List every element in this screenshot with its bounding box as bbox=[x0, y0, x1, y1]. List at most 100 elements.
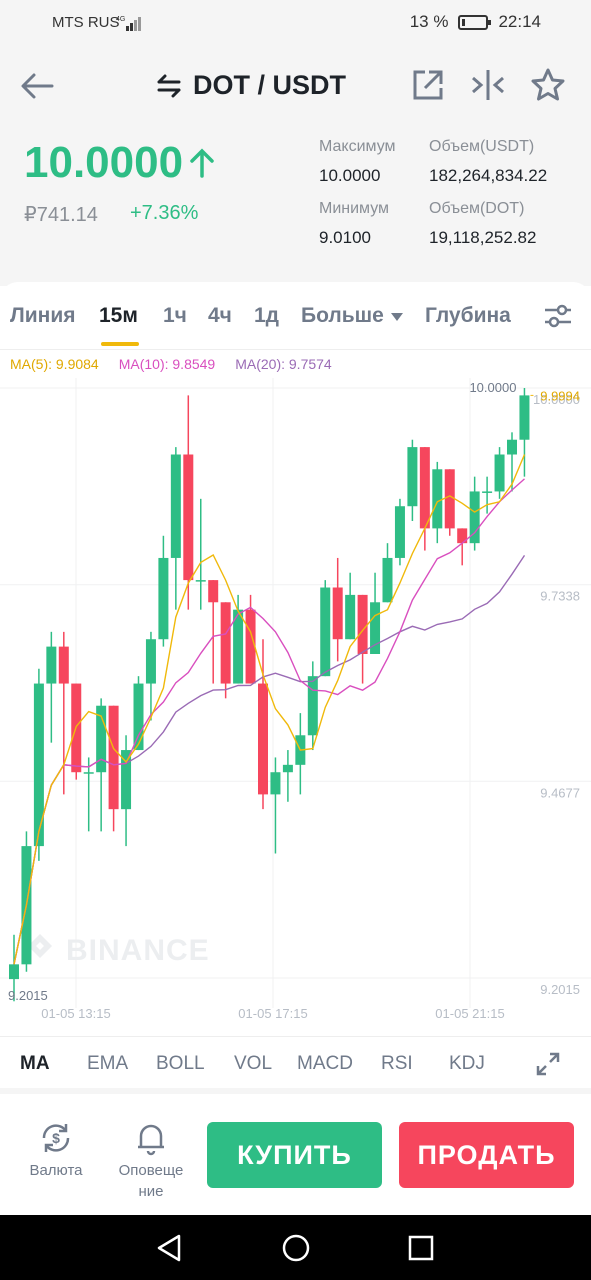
candle-body bbox=[519, 395, 530, 440]
carrier-name: MTS RUS bbox=[52, 14, 120, 31]
interval-tabs: Линия 15м 1ч 4ч 1д Больше Глубина bbox=[0, 282, 591, 350]
ma5-line bbox=[13, 454, 526, 965]
status-bar: MTS RUS 4G 13 % 22:14 bbox=[0, 0, 591, 46]
swap-arrows-icon bbox=[157, 74, 181, 97]
candle-body bbox=[394, 506, 405, 558]
y-axis-tick-label: 9.4677 bbox=[540, 785, 580, 800]
stat-min-label: Минимум bbox=[319, 200, 390, 217]
pair-title: DOT / USDT bbox=[193, 70, 346, 100]
candle-body bbox=[195, 580, 206, 582]
battery-icon bbox=[458, 14, 492, 30]
tab-4h[interactable]: 4ч bbox=[208, 304, 232, 327]
bell-icon bbox=[133, 1120, 169, 1156]
stat-min: Минимум 9.0100 bbox=[319, 200, 389, 248]
tab-line[interactable]: Линия bbox=[10, 304, 76, 327]
indicator-kdj[interactable]: KDJ bbox=[449, 1053, 485, 1074]
candle-body bbox=[83, 772, 94, 774]
alerts-button[interactable]: Оповеще ние bbox=[111, 1120, 191, 1200]
buy-button[interactable]: КУПИТЬ bbox=[207, 1122, 382, 1188]
y-axis-tick-label: 10.0000 bbox=[533, 392, 580, 407]
ma5-label: MA(5): 9.9084 bbox=[10, 356, 99, 372]
share-icon[interactable] bbox=[409, 66, 447, 104]
alerts-label-line2: ние bbox=[138, 1183, 164, 1200]
candle-body bbox=[108, 705, 119, 810]
candle-body bbox=[121, 750, 132, 810]
nav-home-icon[interactable] bbox=[281, 1233, 311, 1263]
favorite-star-icon[interactable] bbox=[529, 66, 567, 104]
indicator-ema[interactable]: EMA bbox=[87, 1053, 129, 1074]
tab-1h[interactable]: 1ч bbox=[163, 304, 187, 327]
candle-body bbox=[432, 469, 443, 529]
x-axis-tick-label: 01-05 13:15 bbox=[41, 1006, 110, 1021]
system-nav-bar bbox=[0, 1215, 591, 1280]
clock: 22:14 bbox=[498, 12, 541, 31]
candle-body bbox=[46, 646, 57, 684]
stat-vol-dot-value: 19,118,252.82 bbox=[429, 228, 537, 247]
compare-icon[interactable] bbox=[469, 66, 507, 104]
x-axis-tick-label: 01-05 21:15 bbox=[435, 1006, 504, 1021]
candle-body bbox=[370, 602, 381, 654]
candle-body bbox=[482, 491, 493, 493]
indicator-boll[interactable]: BOLL bbox=[156, 1053, 205, 1074]
tab-more[interactable]: Больше bbox=[301, 304, 404, 328]
candle-body bbox=[33, 683, 44, 847]
fullscreen-expand-icon[interactable] bbox=[535, 1051, 561, 1077]
pair-selector[interactable]: DOT / USDT bbox=[155, 70, 346, 101]
candle-body bbox=[457, 528, 468, 544]
candle-body bbox=[270, 772, 281, 795]
market-header: DOT / USDT 10.0000 ₽741.14 +7.36% Максим… bbox=[0, 46, 591, 286]
tab-15m[interactable]: 15м bbox=[99, 304, 138, 327]
stat-vol-usdt-value: 182,264,834.22 bbox=[429, 166, 548, 185]
watermark-logo-icon bbox=[28, 934, 52, 958]
ma20-label: MA(20): 9.7574 bbox=[235, 356, 332, 372]
chart-settings-icon[interactable] bbox=[543, 302, 573, 330]
candle-body bbox=[357, 594, 368, 654]
indicator-macd[interactable]: MACD bbox=[297, 1053, 353, 1074]
candle-body bbox=[170, 454, 181, 558]
candle-body bbox=[332, 587, 343, 640]
nav-recents-icon[interactable] bbox=[406, 1233, 436, 1263]
stat-max-value: 10.0000 bbox=[319, 166, 381, 185]
candlestick-chart[interactable]: 10.0000 9.7338 9.4677 9.2015 01-05 13:15 01-0… bbox=[0, 378, 591, 1032]
price-change: +7.36% bbox=[130, 202, 199, 224]
battery-percent: 13 % bbox=[409, 12, 449, 31]
candle-body bbox=[58, 646, 69, 684]
ma10-line bbox=[13, 478, 525, 965]
candle-body bbox=[444, 469, 455, 529]
low-price-label: 9.2015 bbox=[8, 988, 48, 1003]
indicator-ma[interactable]: MA bbox=[20, 1053, 50, 1074]
tab-1d[interactable]: 1д bbox=[254, 304, 280, 327]
candle-body bbox=[507, 439, 517, 455]
svg-text:$: $ bbox=[52, 1130, 60, 1146]
candle-body bbox=[9, 964, 19, 980]
high-price-label: 10.0000 bbox=[469, 380, 516, 395]
ma20-line bbox=[13, 555, 526, 965]
candle-body bbox=[220, 602, 231, 684]
candle-body bbox=[158, 557, 169, 640]
price-rub: ₽741.14 bbox=[24, 204, 98, 226]
tab-depth[interactable]: Глубина bbox=[425, 304, 511, 327]
network-type: 4G bbox=[116, 16, 125, 23]
currency-button[interactable]: $ Валюта bbox=[16, 1120, 96, 1179]
bottom-action-bar: $ Валюта Оповеще ние КУПИТЬ ПРОДАТЬ bbox=[0, 1088, 591, 1215]
indicator-bar: MA EMA BOLL VOL MACD RSI KDJ bbox=[0, 1036, 591, 1088]
candle-body bbox=[494, 454, 505, 492]
active-tab-indicator bbox=[101, 342, 139, 346]
y-axis-tick-label: 9.2015 bbox=[540, 982, 580, 997]
candle-body bbox=[320, 587, 331, 677]
sell-button[interactable]: ПРОДАТЬ bbox=[399, 1122, 574, 1188]
alerts-label-line1: Оповеще bbox=[118, 1162, 184, 1179]
stat-min-value: 9.0100 bbox=[319, 228, 371, 247]
last-price-tag: 9.9994 bbox=[540, 388, 580, 403]
candle-body bbox=[208, 580, 219, 603]
candle-body bbox=[245, 609, 256, 684]
candle-body bbox=[96, 705, 107, 773]
indicator-rsi[interactable]: RSI bbox=[381, 1053, 413, 1074]
candle-body bbox=[133, 683, 144, 751]
nav-back-icon[interactable] bbox=[155, 1233, 185, 1263]
chart-card: Линия 15м 1ч 4ч 1д Больше Глубина MA(5):… bbox=[0, 282, 591, 1088]
back-arrow-icon[interactable] bbox=[18, 66, 58, 106]
candle-body bbox=[407, 447, 418, 507]
last-price: 10.0000 bbox=[24, 138, 215, 188]
indicator-vol[interactable]: VOL bbox=[234, 1053, 273, 1074]
